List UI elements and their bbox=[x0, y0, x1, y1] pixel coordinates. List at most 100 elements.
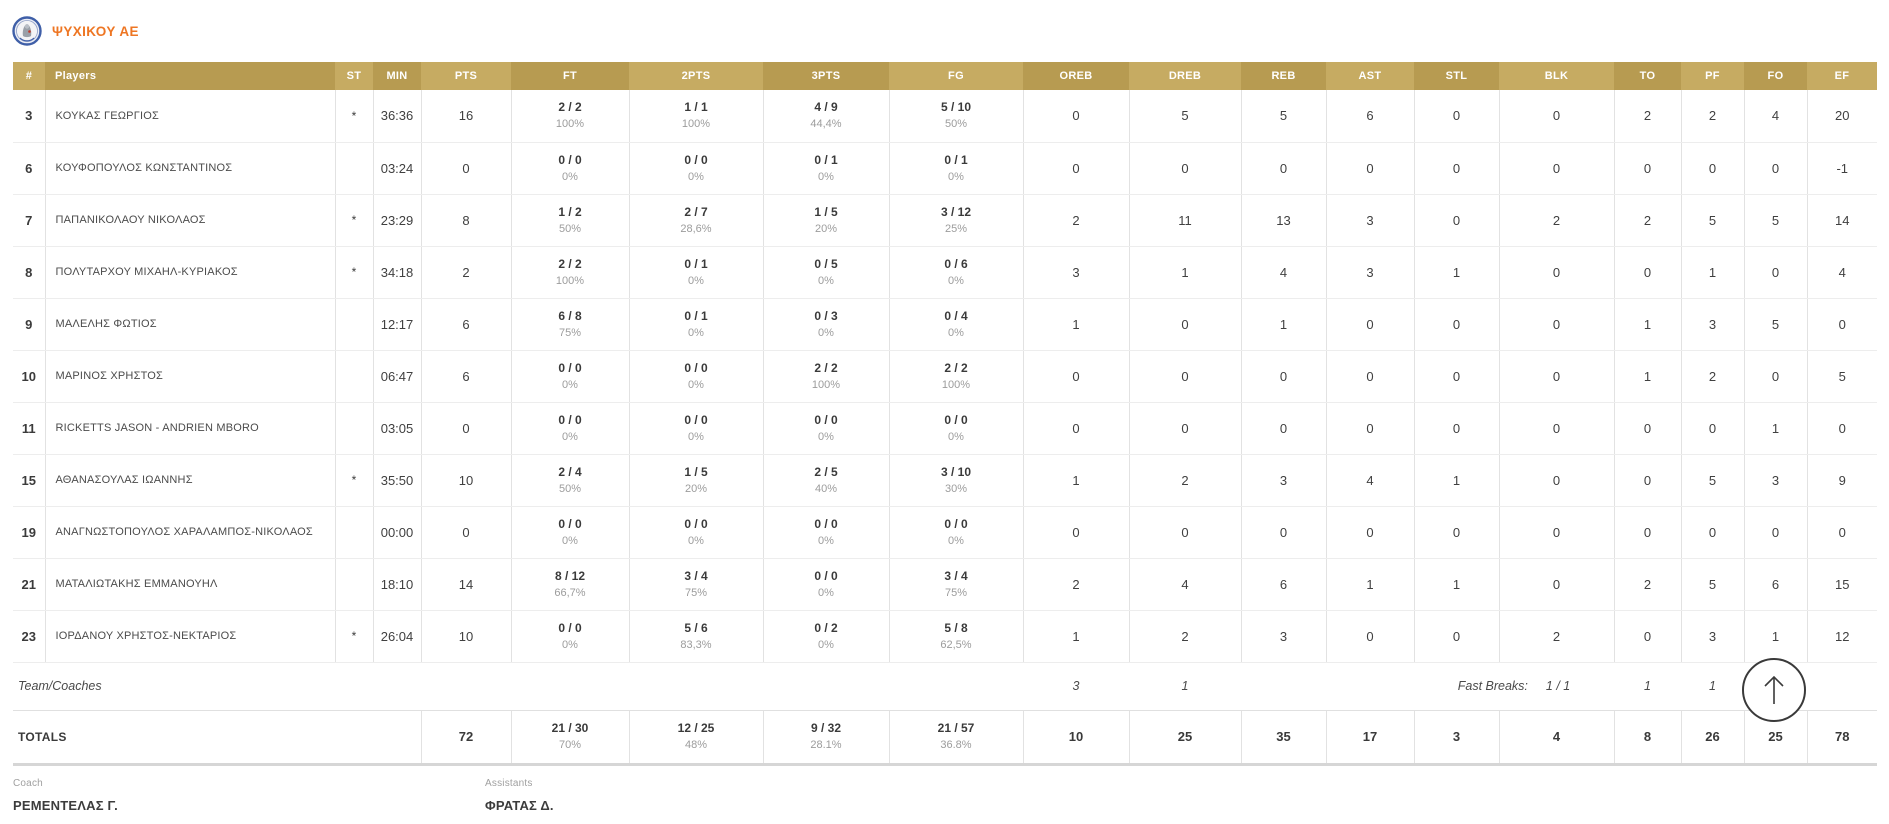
3pts: 0 / 1 0% bbox=[763, 142, 890, 195]
points: 6 bbox=[421, 350, 512, 403]
to: 2 bbox=[1614, 194, 1682, 247]
stl: 0 bbox=[1414, 90, 1500, 143]
fast-breaks: Fast Breaks: 1 / 1 bbox=[1414, 662, 1614, 711]
ef: 0 bbox=[1807, 402, 1877, 455]
3pts-made-attempts: 0 / 0 bbox=[814, 412, 838, 427]
ft: 2 / 2 100% bbox=[511, 246, 630, 299]
ef: 0 bbox=[1807, 298, 1877, 351]
ft-percentage: 0% bbox=[562, 430, 578, 443]
ft-percentage: 50% bbox=[558, 222, 582, 235]
3pts-made-attempts: 0 / 0 bbox=[814, 516, 838, 531]
scroll-to-top-button[interactable] bbox=[1742, 658, 1806, 722]
fg: 5 / 10 50% bbox=[889, 90, 1024, 143]
totals-label: TOTALS bbox=[13, 710, 422, 766]
points: 14 bbox=[421, 558, 512, 611]
oreb: 2 bbox=[1023, 194, 1130, 247]
coach-label: Coach bbox=[13, 778, 43, 789]
oreb: 1 bbox=[1023, 298, 1130, 351]
reb: 1 bbox=[1241, 298, 1327, 351]
blk: 0 bbox=[1499, 506, 1615, 559]
ft: 0 / 0 0% bbox=[511, 610, 630, 663]
column-header-stl: STL bbox=[1414, 62, 1499, 90]
reb: 6 bbox=[1241, 558, 1327, 611]
stl: 0 bbox=[1414, 142, 1500, 195]
player-number: 19 bbox=[13, 506, 46, 559]
ft-percentage: 66,7% bbox=[554, 586, 586, 599]
column-header-fo: FO bbox=[1744, 62, 1807, 90]
starter-mark bbox=[335, 506, 374, 559]
ef: 0 bbox=[1807, 506, 1877, 559]
3pts-made-attempts: 0 / 3 bbox=[814, 308, 838, 323]
ast: 0 bbox=[1326, 506, 1415, 559]
fg-percentage: 75% bbox=[944, 586, 968, 599]
minutes: 12:17 bbox=[373, 298, 422, 351]
2pts-percentage: 0% bbox=[688, 534, 704, 547]
assistants-block: Assistants ΦΡΑΤΑΣ Δ. bbox=[485, 778, 554, 813]
starter-mark bbox=[335, 298, 374, 351]
column-header-st: ST bbox=[335, 62, 373, 90]
ft-percentage: 0% bbox=[562, 638, 578, 651]
2pts-percentage: 0% bbox=[688, 326, 704, 339]
fast-breaks-value: 1 / 1 bbox=[1545, 679, 1571, 693]
3pts: 0 / 5 0% bbox=[763, 246, 890, 299]
ft: 6 / 8 75% bbox=[511, 298, 630, 351]
oreb: 3 bbox=[1023, 246, 1130, 299]
3pts-percentage: 0% bbox=[818, 586, 834, 599]
3pts-percentage: 0% bbox=[818, 430, 834, 443]
column-header-dreb: DREB bbox=[1129, 62, 1241, 90]
ft-percentage: 75% bbox=[558, 326, 582, 339]
2pts: 1 / 5 20% bbox=[629, 454, 764, 507]
minutes: 03:24 bbox=[373, 142, 422, 195]
ft-made-attempts: 0 / 0 bbox=[558, 516, 582, 531]
player-name: ΑΝΑΓΝΩΣΤΟΠΟΥΛΟΣ ΧΑΡΑΛΑΜΠΟΣ-ΝΙΚΟΛΑΟΣ bbox=[45, 506, 336, 559]
ft-percentage: 100% bbox=[555, 118, 585, 131]
reb: 4 bbox=[1241, 246, 1327, 299]
2pts-percentage: 75% bbox=[684, 586, 708, 599]
fg: 0 / 0 0% bbox=[889, 506, 1024, 559]
pf: 5 bbox=[1681, 454, 1745, 507]
column-header-2pts: 2PTS bbox=[629, 62, 763, 90]
fo: 5 bbox=[1744, 298, 1808, 351]
3pts-percentage: 0% bbox=[818, 326, 834, 339]
oreb: 0 bbox=[1023, 90, 1130, 143]
2pts: 0 / 0 0% bbox=[629, 350, 764, 403]
totals-ft: 21 / 30 70% bbox=[511, 710, 630, 766]
player-row: 11 RICKETTS JASON - ANDRIEN MBORO 03:05 0 0 … bbox=[13, 402, 1877, 455]
player-name: ΠΑΠΑΝΙΚΟΛΑΟΥ ΝΙΚΟΛΑΟΣ bbox=[45, 194, 336, 247]
team-crest-icon bbox=[12, 16, 42, 46]
starter-mark bbox=[335, 402, 374, 455]
ft: 2 / 2 100% bbox=[511, 90, 630, 143]
2pts: 0 / 1 0% bbox=[629, 246, 764, 299]
totals-row: TOTALS 72 21 / 30 70% 12 / 25 48% 9 / 32… bbox=[13, 710, 1877, 766]
minutes: 34:18 bbox=[373, 246, 422, 299]
fg-made-attempts: 0 / 4 bbox=[944, 308, 968, 323]
dreb: 5 bbox=[1129, 90, 1242, 143]
dreb: 4 bbox=[1129, 558, 1242, 611]
totals-pf: 26 bbox=[1681, 710, 1745, 766]
fo: 0 bbox=[1744, 506, 1808, 559]
team-name: ΨΥΧΙΚΟΥ ΑΕ bbox=[52, 23, 139, 39]
stl: 0 bbox=[1414, 194, 1500, 247]
player-number: 10 bbox=[13, 350, 46, 403]
blk: 2 bbox=[1499, 194, 1615, 247]
fo: 1 bbox=[1744, 402, 1808, 455]
fo: 4 bbox=[1744, 90, 1808, 143]
3pts: 1 / 5 20% bbox=[763, 194, 890, 247]
ast: 4 bbox=[1326, 454, 1415, 507]
ft-made-attempts: 2 / 2 bbox=[558, 256, 582, 271]
2pts-percentage: 83,3% bbox=[680, 638, 712, 651]
stl: 0 bbox=[1414, 506, 1500, 559]
player-name: RICKETTS JASON - ANDRIEN MBORO bbox=[45, 402, 336, 455]
fg: 0 / 4 0% bbox=[889, 298, 1024, 351]
ast: 0 bbox=[1326, 142, 1415, 195]
fast-breaks-label: Fast Breaks: bbox=[1457, 679, 1528, 693]
blk: 0 bbox=[1499, 246, 1615, 299]
ast: 1 bbox=[1326, 558, 1415, 611]
ft: 0 / 0 0% bbox=[511, 506, 630, 559]
fo: 0 bbox=[1744, 350, 1808, 403]
ft-made-attempts: 0 / 0 bbox=[558, 412, 582, 427]
totals-oreb: 10 bbox=[1023, 710, 1130, 766]
3pts-percentage: 0% bbox=[818, 170, 834, 183]
ft: 2 / 4 50% bbox=[511, 454, 630, 507]
